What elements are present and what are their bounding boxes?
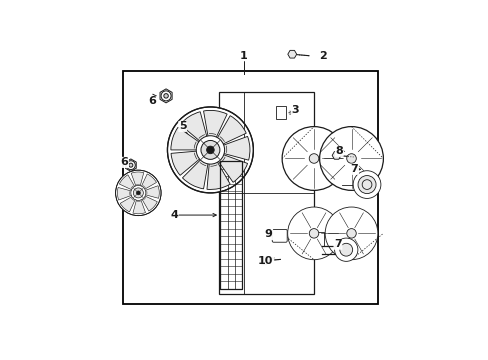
Circle shape [196,136,224,164]
Circle shape [131,185,145,201]
Wedge shape [222,136,249,160]
Wedge shape [120,196,135,212]
Text: 8: 8 [335,146,343,156]
Circle shape [201,140,220,159]
Circle shape [126,161,135,170]
Wedge shape [170,127,200,150]
Wedge shape [142,196,157,211]
Circle shape [161,91,171,101]
Circle shape [346,154,356,163]
Wedge shape [144,186,159,198]
Wedge shape [206,161,230,189]
Wedge shape [117,188,132,200]
Wedge shape [182,159,208,189]
Circle shape [325,207,377,260]
Circle shape [163,94,168,98]
Circle shape [115,170,161,216]
Circle shape [362,180,371,189]
Circle shape [129,163,133,167]
Text: 2: 2 [318,51,326,61]
Circle shape [136,191,140,195]
Wedge shape [216,116,246,144]
Text: 10: 10 [258,256,273,266]
Circle shape [206,146,214,154]
Circle shape [357,176,375,194]
Bar [218,92,314,294]
Circle shape [308,229,318,238]
Text: 5: 5 [179,121,186,131]
Wedge shape [133,199,145,214]
Circle shape [167,107,253,193]
Text: 9: 9 [264,229,272,239]
Bar [123,71,377,304]
Text: 7: 7 [350,164,358,174]
Circle shape [133,188,143,198]
Wedge shape [180,112,206,141]
Wedge shape [217,154,247,182]
Text: 7: 7 [333,239,341,249]
Text: 6: 6 [148,96,156,107]
Wedge shape [171,151,200,175]
Circle shape [287,207,340,260]
Text: 4: 4 [170,210,178,220]
Wedge shape [119,175,135,190]
Circle shape [352,171,380,198]
Circle shape [282,127,345,190]
Circle shape [308,154,318,163]
Text: 1: 1 [239,51,247,61]
Bar [220,161,242,288]
Wedge shape [141,174,156,189]
Circle shape [319,127,383,190]
Wedge shape [203,111,226,138]
Bar [275,106,285,120]
FancyBboxPatch shape [272,229,286,242]
Circle shape [334,238,357,261]
Text: 6: 6 [121,157,128,167]
Circle shape [339,243,352,256]
Text: 3: 3 [290,105,298,115]
Wedge shape [131,172,143,186]
Circle shape [346,229,356,238]
